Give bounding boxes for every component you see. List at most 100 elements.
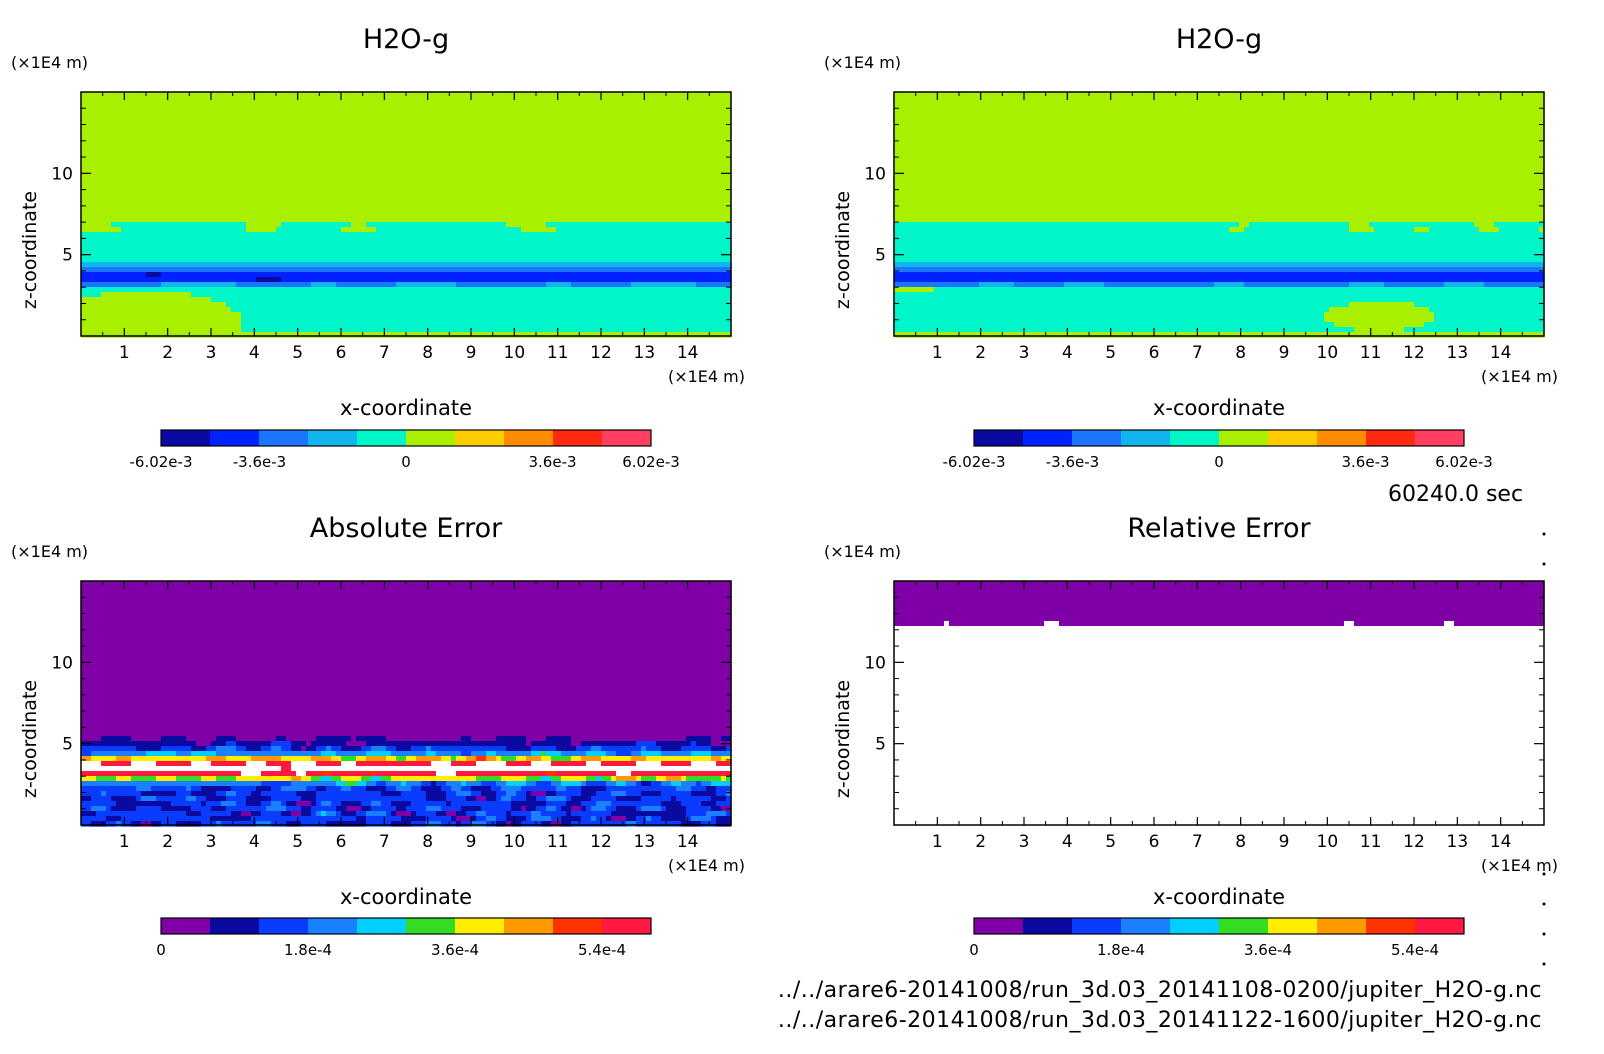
figure-canvas: 1 2 3 4 5 6 7 8 9 10 11 12 13 14510(×1E4 m)(×1E4 m)x-… [0, 0, 1604, 1054]
colorbar-tick-label: 1.8e-4 [284, 941, 332, 959]
colorbar-swatch [357, 430, 407, 446]
colorbar-swatch [1219, 918, 1269, 934]
x-tick-label: 10 [504, 343, 526, 363]
x-unit-label: (×1E4 m) [668, 367, 745, 386]
edge-dot [1543, 563, 1546, 566]
colorbar-tick-label: 5.4e-4 [578, 941, 626, 959]
plot-area [894, 92, 1545, 338]
x-tick-label: 3 [1019, 832, 1030, 852]
x-tick-label: 7 [379, 343, 390, 363]
colorbar-swatch [357, 918, 407, 934]
x-axis-label: x-coordinate [340, 885, 472, 909]
colorbar-tick-label: 3.6e-3 [528, 453, 576, 471]
colorbar-swatch [602, 918, 652, 934]
x-tick-label: 13 [634, 343, 656, 363]
colorbar-tick-label: -6.02e-3 [943, 453, 1006, 471]
x-tick-label: 4 [249, 343, 260, 363]
colorbar-tick-label: -3.6e-3 [233, 453, 286, 471]
x-tick-label: 9 [466, 343, 477, 363]
colorbar-swatch [455, 918, 505, 934]
x-tick-label: 2 [975, 832, 986, 852]
y-axis-label: z-coordinate [832, 680, 854, 798]
colorbar-swatch [161, 918, 211, 934]
y-tick-label: 10 [51, 164, 73, 184]
x-tick-label: 1 [932, 343, 943, 363]
x-tick-label: 11 [1360, 343, 1382, 363]
chart-title: H2O-g [1176, 24, 1262, 55]
x-tick-label: 7 [1192, 832, 1203, 852]
x-tick-label: 14 [1490, 832, 1512, 852]
colorbar-tick-label: 0 [156, 941, 166, 959]
x-tick-label: 7 [379, 832, 390, 852]
x-tick-label: 11 [547, 343, 569, 363]
chart-title: Absolute Error [310, 513, 503, 544]
x-tick-label: 11 [547, 832, 569, 852]
colorbar-swatch [1121, 430, 1171, 446]
colorbar-tick-label: -3.6e-3 [1046, 453, 1099, 471]
x-tick-label: 3 [206, 832, 217, 852]
y-unit-label: (×1E4 m) [824, 53, 901, 72]
plot-area [894, 581, 1545, 827]
x-tick-label: 13 [1447, 832, 1469, 852]
x-axis-label: x-coordinate [340, 396, 472, 420]
colorbar-tick-label: 3.6e-4 [431, 941, 479, 959]
edge-dot [1543, 933, 1546, 936]
y-tick-label: 5 [875, 246, 886, 266]
x-tick-label: 12 [1403, 343, 1425, 363]
colorbar-tick-label: 6.02e-3 [1435, 453, 1493, 471]
colorbar-swatch [1219, 430, 1269, 446]
colorbar-swatch [1170, 918, 1220, 934]
file-path-1: ../../arare6-20141008/run_3d.03_20141108… [778, 978, 1542, 1003]
colorbar-swatch [210, 430, 260, 446]
colorbar-tick-label: 0 [401, 453, 411, 471]
colorbar-tick-label: 1.8e-4 [1097, 941, 1145, 959]
colorbar: -6.02e-3 -3.6e-3 0 3.6e-3 6.02e-3 [130, 430, 680, 471]
file-path-2: ../../arare6-20141008/run_3d.03_20141122… [778, 1008, 1542, 1033]
colorbar-swatch [308, 918, 358, 934]
chart-title: H2O-g [363, 24, 449, 55]
x-tick-label: 6 [1149, 343, 1160, 363]
y-axis-label: z-coordinate [19, 191, 41, 309]
y-tick-label: 10 [864, 653, 886, 673]
colorbar-swatch [1415, 430, 1465, 446]
x-tick-label: 5 [1105, 343, 1116, 363]
x-tick-label: 6 [336, 832, 347, 852]
colorbar-swatch [1366, 918, 1416, 934]
edge-dot [1543, 873, 1546, 876]
colorbar-tick-label: 0 [969, 941, 979, 959]
colorbar-swatch [1268, 918, 1318, 934]
x-tick-label: 6 [1149, 832, 1160, 852]
x-axis-label: x-coordinate [1153, 396, 1285, 420]
x-tick-label: 1 [932, 832, 943, 852]
x-tick-label: 8 [422, 832, 433, 852]
plot-area [81, 92, 732, 338]
x-tick-label: 10 [504, 832, 526, 852]
x-tick-label: 14 [677, 343, 699, 363]
chart-title: Relative Error [1127, 513, 1311, 544]
x-unit-label: (×1E4 m) [1481, 367, 1558, 386]
colorbar-swatch [406, 430, 456, 446]
colorbar-swatch [1023, 430, 1073, 446]
x-tick-label: 12 [1403, 832, 1425, 852]
y-tick-label: 5 [62, 246, 73, 266]
colorbar-swatch [161, 430, 211, 446]
colorbar-swatch [259, 430, 309, 446]
x-tick-label: 5 [292, 343, 303, 363]
x-tick-label: 8 [1235, 343, 1246, 363]
x-tick-label: 8 [422, 343, 433, 363]
x-tick-label: 6 [336, 343, 347, 363]
x-tick-label: 2 [162, 832, 173, 852]
y-unit-label: (×1E4 m) [824, 542, 901, 561]
y-axis-label: z-coordinate [19, 680, 41, 798]
colorbar-swatch [308, 430, 358, 446]
x-tick-label: 10 [1317, 832, 1339, 852]
x-tick-label: 1 [119, 343, 130, 363]
colorbar-swatch [210, 918, 260, 934]
x-tick-label: 14 [1490, 343, 1512, 363]
y-tick-label: 10 [51, 653, 73, 673]
x-tick-label: 12 [590, 343, 612, 363]
colorbar-swatch [602, 430, 652, 446]
